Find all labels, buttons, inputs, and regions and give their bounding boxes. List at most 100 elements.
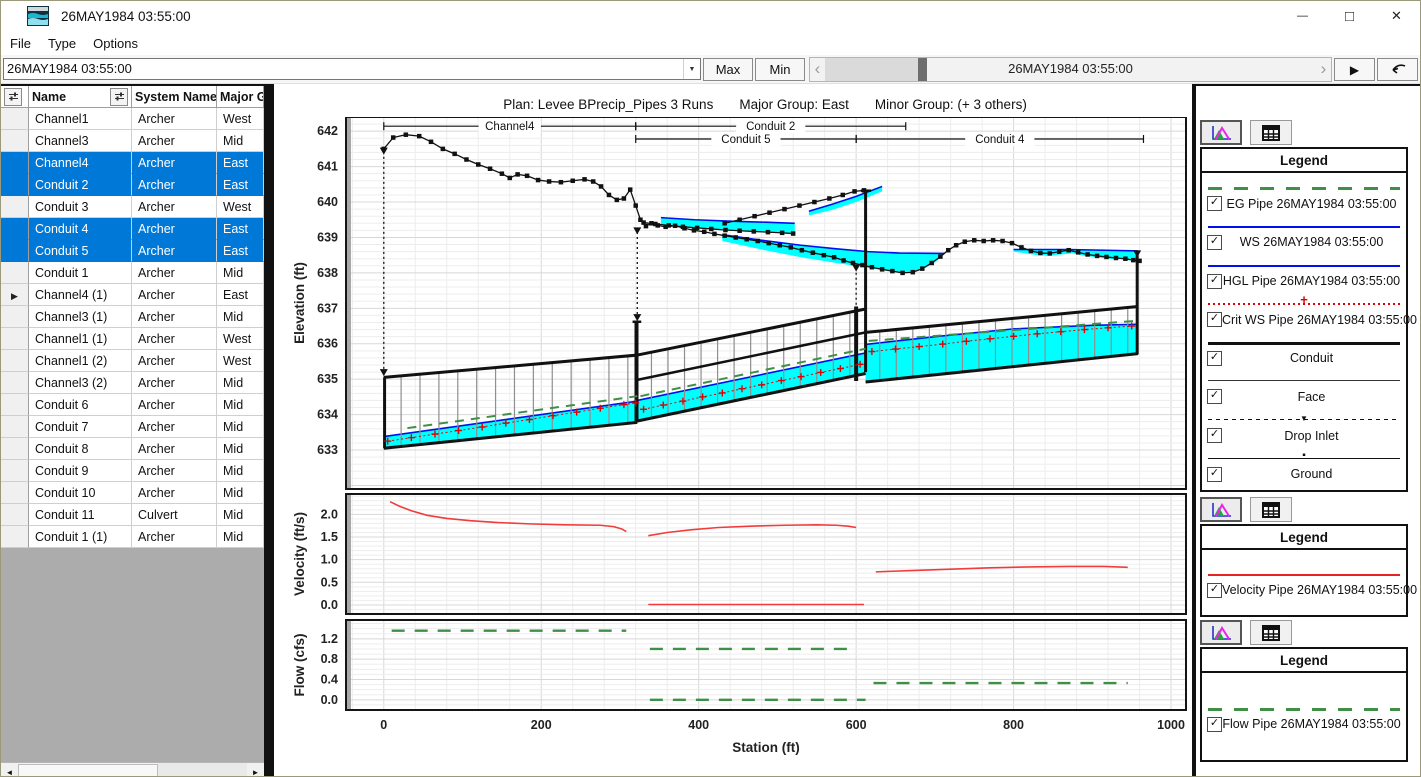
table-row[interactable]: Channel1ArcherWest — [1, 108, 264, 130]
name-cell[interactable]: Channel1 — [29, 108, 132, 130]
row-header-cell[interactable] — [1, 526, 29, 548]
table-tab-button[interactable] — [1250, 497, 1292, 522]
name-cell[interactable]: Conduit 9 — [29, 460, 132, 482]
row-header-cell[interactable] — [1, 350, 29, 372]
major-group-cell[interactable]: East — [217, 240, 264, 262]
menu-file[interactable]: File — [10, 36, 31, 51]
table-row[interactable]: Channel1 (1)ArcherWest — [1, 328, 264, 350]
name-cell[interactable]: Conduit 4 — [29, 218, 132, 240]
legend-checkbox[interactable]: ✓ — [1207, 235, 1222, 250]
slider-track[interactable]: 26MAY1984 03:55:00 — [825, 58, 1316, 81]
major-group-cell[interactable]: West — [217, 328, 264, 350]
major-group-cell[interactable]: Mid — [217, 438, 264, 460]
play-button[interactable] — [1334, 58, 1375, 81]
scrollbar-thumb[interactable] — [18, 764, 158, 777]
system-name-cell[interactable]: Archer — [132, 130, 217, 152]
major-group-cell[interactable]: Mid — [217, 526, 264, 548]
scroll-right-icon[interactable] — [247, 763, 264, 777]
name-cell[interactable]: Channel4 (1) — [29, 284, 132, 306]
table-row[interactable]: Channel3 (1)ArcherMid — [1, 306, 264, 328]
major-group-cell[interactable]: East — [217, 218, 264, 240]
legend-checkbox[interactable]: ✓ — [1207, 717, 1222, 732]
name-cell[interactable]: Conduit 10 — [29, 482, 132, 504]
major-group-cell[interactable]: Mid — [217, 482, 264, 504]
table-row[interactable]: Conduit 8ArcherMid — [1, 438, 264, 460]
table-row[interactable]: Conduit 11CulvertMid — [1, 504, 264, 526]
name-cell[interactable]: Conduit 8 — [29, 438, 132, 460]
column-header-name[interactable]: Name — [29, 86, 132, 108]
major-group-cell[interactable]: Mid — [217, 504, 264, 526]
row-header-cell[interactable] — [1, 306, 29, 328]
name-cell[interactable]: Channel3 (2) — [29, 372, 132, 394]
major-group-cell[interactable]: East — [217, 152, 264, 174]
major-group-cell[interactable]: West — [217, 108, 264, 130]
name-cell[interactable]: Channel1 (1) — [29, 328, 132, 350]
table-row[interactable]: Conduit 9ArcherMid — [1, 460, 264, 482]
row-header-cell[interactable] — [1, 482, 29, 504]
splitter[interactable] — [264, 84, 274, 777]
legend-checkbox[interactable]: ✓ — [1207, 312, 1222, 327]
system-name-cell[interactable]: Archer — [132, 108, 217, 130]
row-header-cell[interactable] — [1, 504, 29, 526]
column-header-major-group[interactable]: Major Group — [217, 86, 264, 108]
system-name-cell[interactable]: Archer — [132, 174, 217, 196]
horizontal-scrollbar[interactable] — [1, 762, 264, 777]
name-cell[interactable]: Conduit 6 — [29, 394, 132, 416]
legend-checkbox[interactable]: ✓ — [1207, 351, 1222, 366]
major-group-cell[interactable]: Mid — [217, 130, 264, 152]
table-row[interactable]: Conduit 3ArcherWest — [1, 196, 264, 218]
filter-icon[interactable] — [110, 88, 128, 106]
major-group-cell[interactable]: Mid — [217, 262, 264, 284]
major-group-cell[interactable]: West — [217, 350, 264, 372]
table-tab-button[interactable] — [1250, 120, 1292, 145]
row-header-cell[interactable] — [1, 438, 29, 460]
chart-tab-button[interactable] — [1200, 120, 1242, 145]
legend-checkbox[interactable]: ✓ — [1207, 583, 1222, 598]
minimize-button[interactable] — [1279, 1, 1326, 31]
system-name-cell[interactable]: Archer — [132, 438, 217, 460]
name-cell[interactable]: Conduit 2 — [29, 174, 132, 196]
system-name-cell[interactable]: Archer — [132, 394, 217, 416]
row-header-cell[interactable] — [1, 416, 29, 438]
scroll-left-icon[interactable] — [1, 763, 18, 777]
system-name-cell[interactable]: Archer — [132, 482, 217, 504]
legend-checkbox[interactable]: ✓ — [1207, 274, 1222, 289]
table-row[interactable]: Conduit 4ArcherEast — [1, 218, 264, 240]
combo-dropdown-icon[interactable] — [683, 59, 700, 79]
table-row[interactable]: Conduit 1 (1)ArcherMid — [1, 526, 264, 548]
table-row[interactable]: Channel3 (2)ArcherMid — [1, 372, 264, 394]
filter-icon[interactable] — [4, 88, 22, 106]
close-button[interactable] — [1373, 1, 1420, 31]
row-header-cell[interactable] — [1, 152, 29, 174]
table-row[interactable]: Conduit 2ArcherEast — [1, 174, 264, 196]
row-header-cell[interactable] — [1, 240, 29, 262]
time-combobox[interactable]: 26MAY1984 03:55:00 — [3, 58, 701, 80]
system-name-cell[interactable]: Archer — [132, 152, 217, 174]
system-name-cell[interactable]: Culvert — [132, 504, 217, 526]
column-header-system-name[interactable]: System Name — [132, 86, 217, 108]
row-header-cell[interactable] — [1, 394, 29, 416]
chart-tab-button[interactable] — [1200, 620, 1242, 645]
row-header-cell[interactable] — [1, 460, 29, 482]
major-group-cell[interactable]: East — [217, 174, 264, 196]
system-name-cell[interactable]: Archer — [132, 196, 217, 218]
row-header-cell[interactable] — [1, 284, 29, 306]
table-row[interactable]: Conduit 1ArcherMid — [1, 262, 264, 284]
row-header-cell[interactable] — [1, 262, 29, 284]
system-name-cell[interactable]: Archer — [132, 328, 217, 350]
table-row[interactable]: Conduit 6ArcherMid — [1, 394, 264, 416]
major-group-cell[interactable]: Mid — [217, 372, 264, 394]
system-name-cell[interactable]: Archer — [132, 306, 217, 328]
table-row[interactable]: Conduit 7ArcherMid — [1, 416, 264, 438]
major-group-cell[interactable]: Mid — [217, 394, 264, 416]
legend-checkbox[interactable]: ✓ — [1207, 196, 1222, 211]
system-name-cell[interactable]: Archer — [132, 460, 217, 482]
system-name-cell[interactable]: Archer — [132, 218, 217, 240]
name-cell[interactable]: Channel4 — [29, 152, 132, 174]
min-button[interactable]: Min — [755, 58, 805, 81]
chart-tab-button[interactable] — [1200, 497, 1242, 522]
rewind-button[interactable] — [1377, 58, 1418, 81]
row-header-cell[interactable] — [1, 130, 29, 152]
major-group-cell[interactable]: East — [217, 284, 264, 306]
system-name-cell[interactable]: Archer — [132, 526, 217, 548]
